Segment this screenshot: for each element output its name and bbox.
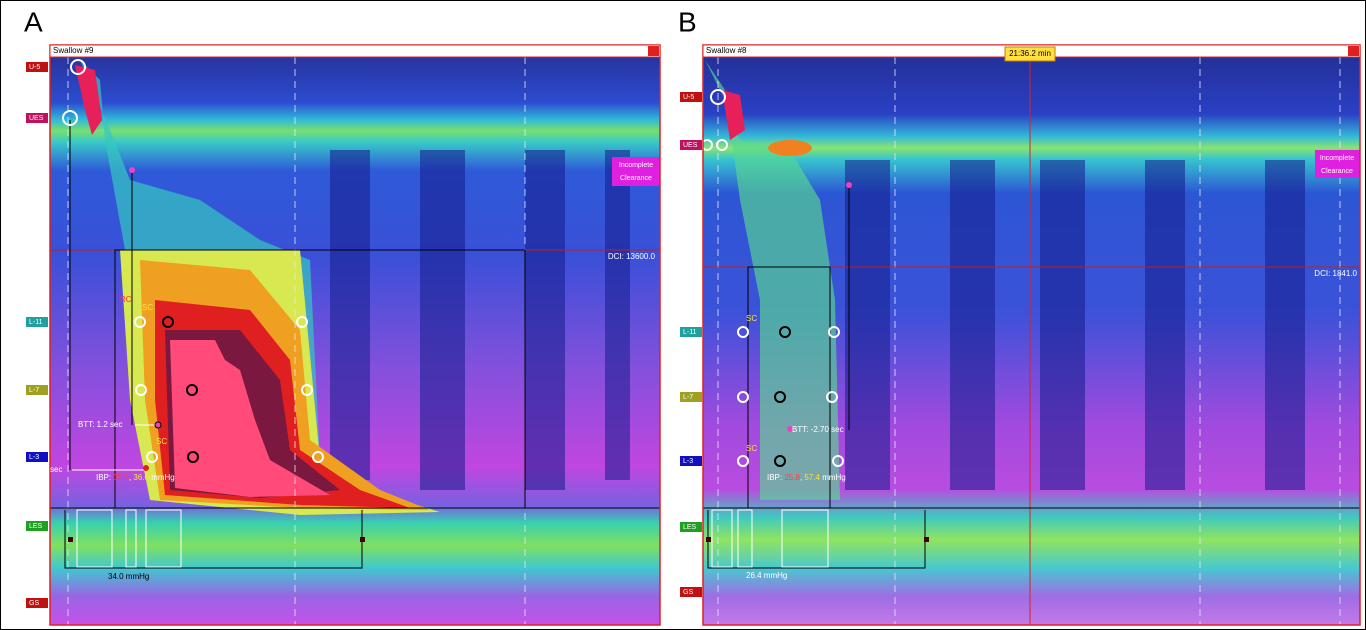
shape xyxy=(68,537,73,542)
sensor-tag: L-7 xyxy=(29,387,39,394)
shape xyxy=(1265,160,1305,490)
sensor-tag: L-3 xyxy=(683,458,693,465)
shape xyxy=(605,150,630,480)
flag-text: Clearance xyxy=(1321,168,1353,175)
window-title: Swallow #8 xyxy=(706,46,747,55)
ibp-value: 57.4 xyxy=(804,473,820,482)
panel-a: A Swallow #9 U-5 UES L-11 L-7 L-3 LES GS… xyxy=(22,6,660,625)
sensor-tag: L-11 xyxy=(683,329,697,336)
shape xyxy=(845,160,890,490)
shape xyxy=(420,150,465,490)
sensor-tag: LES xyxy=(683,524,697,531)
shape xyxy=(1040,160,1085,490)
sensor-tag: LES xyxy=(29,523,43,530)
shape xyxy=(648,46,659,56)
ibp-prefix: IBP: xyxy=(767,473,782,482)
les-pressure: 34.0 mmHg xyxy=(108,572,149,581)
btt: BTT: -2.70 sec xyxy=(792,425,844,434)
heatmap xyxy=(50,57,660,625)
sensor-tag: GS xyxy=(29,600,39,607)
btt: BTT: 1.2 sec xyxy=(78,420,122,429)
ibp-prefix: IBP: xyxy=(96,473,111,482)
flag-text: Incomplete xyxy=(1320,155,1354,162)
shape xyxy=(846,182,852,188)
panel-label: B xyxy=(678,6,697,37)
sensor-tag: U-5 xyxy=(29,64,40,71)
shape xyxy=(1348,46,1359,56)
sensor-tag: U-5 xyxy=(683,94,694,101)
time-label: 21:36.2 min xyxy=(1009,49,1051,58)
marker-label: SC xyxy=(746,314,757,323)
shape xyxy=(143,465,149,471)
marker-label: SC xyxy=(746,444,757,453)
sensor-tags: U-5 UES L-11 L-7 L-3 LES GS xyxy=(26,62,48,608)
marker-label: SC xyxy=(156,437,167,446)
shape xyxy=(924,537,929,542)
shape xyxy=(129,167,135,173)
ibp-value: 25.8 xyxy=(784,473,800,482)
sensor-tag: L-3 xyxy=(29,454,39,461)
shape xyxy=(950,160,995,490)
shape xyxy=(1145,160,1185,490)
dl: DL: 3.4 sec xyxy=(22,465,62,474)
dci: DCI: 13600.0 xyxy=(608,252,656,261)
marker-label: SC xyxy=(142,303,153,312)
panel-b: B Swallow #8 21:36.2 min U-5 UES L-11 L-… xyxy=(678,6,1360,625)
shape xyxy=(50,45,660,57)
shape xyxy=(360,537,365,542)
ibp-unit: mmHg xyxy=(151,473,175,482)
shape xyxy=(768,140,812,156)
shape xyxy=(330,150,370,480)
ibp-unit: mmHg xyxy=(822,473,846,482)
ibp: IBP: 25.8, 57.4 mmHg xyxy=(767,473,846,482)
flag-text: Clearance xyxy=(620,175,652,182)
window-title: Swallow #9 xyxy=(53,46,94,55)
panel-label: A xyxy=(24,6,43,37)
ibp: IBP: 35.3, 36.0 mmHg xyxy=(96,473,175,482)
sensor-tag: GS xyxy=(683,589,693,596)
les-pressure: 26.4 mmHg xyxy=(746,571,787,580)
shape xyxy=(525,150,565,490)
shape xyxy=(155,422,161,428)
dci: DCI: 1841.0 xyxy=(1314,269,1357,278)
sensor-tag: L-7 xyxy=(683,394,693,401)
flag-text: Incomplete xyxy=(619,162,653,169)
heatmap xyxy=(702,57,1360,625)
sensor-tag: L-11 xyxy=(29,319,43,326)
ibp-value: 35.3 xyxy=(113,473,129,482)
figure: A Swallow #9 U-5 UES L-11 L-7 L-3 LES GS… xyxy=(0,0,1366,630)
ibp-value: 36.0 xyxy=(133,473,149,482)
marker-label: RC xyxy=(120,295,132,304)
sensor-tag: UES xyxy=(29,115,44,122)
sensor-tags: U-5 UES L-11 L-7 L-3 LES GS xyxy=(680,92,702,597)
shape xyxy=(706,537,711,542)
sensor-tag: UES xyxy=(683,142,698,149)
